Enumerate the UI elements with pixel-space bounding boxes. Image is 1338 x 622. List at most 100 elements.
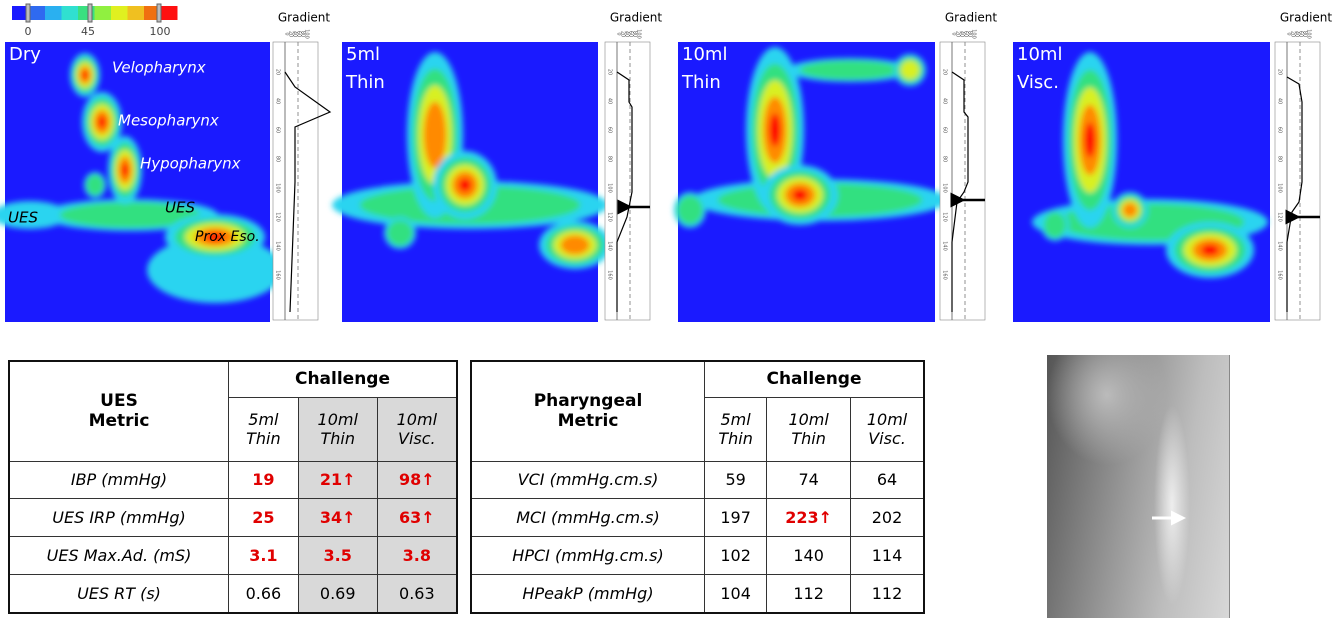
gradient-left-tick: 20 (275, 69, 281, 75)
cell: 197 (705, 499, 767, 537)
pressure-region (800, 60, 901, 79)
column-header-line: 5ml (248, 410, 278, 429)
gradient-left-tick: 40 (607, 98, 613, 104)
gradient-top-tick: 100 (1306, 29, 1312, 39)
row-label: UES Max.Ad. (mS) (9, 537, 229, 575)
column-header-line: Thin (320, 429, 355, 448)
panel-label: 10ml (1017, 44, 1062, 65)
gradient-left-tick: 160 (1277, 270, 1283, 280)
gradient-left-tick: 140 (1277, 241, 1283, 251)
pressure-region (424, 102, 446, 168)
row-label: MCI (mmHg.cm.s) (471, 499, 705, 537)
cell: 3.1 (229, 537, 299, 575)
column-header-line: 5ml (721, 410, 751, 429)
gradient-top-tick: 100 (971, 29, 977, 39)
gradient-left-tick: 120 (1277, 212, 1283, 222)
pressure-region (86, 175, 104, 196)
cell: 64 (851, 461, 924, 499)
column-header: 10mlVisc. (377, 397, 457, 461)
pressure-region (1201, 244, 1219, 255)
heatmap: DryVelopharynxMesopharynxHypopharynxUESU… (0, 42, 283, 322)
region-label: Prox Eso. (195, 229, 260, 245)
gradient-left-tick: 120 (275, 212, 281, 222)
cell: 112 (851, 574, 924, 613)
pressure-region (769, 113, 781, 146)
colorbar-tick: 0 (25, 25, 32, 38)
colorbar-cell (45, 6, 62, 20)
colorbar-handle (88, 4, 92, 22)
gradient-title: Gradient (278, 11, 331, 25)
pressure-region (122, 163, 129, 177)
column-header-line: 10ml (788, 410, 828, 429)
column-header-line: 10ml (318, 410, 358, 429)
colorbar-cell (29, 6, 46, 20)
metric-header-line: Pharyngeal (534, 391, 643, 411)
data-row: IBP (mmHg)1921↑98↑ (9, 461, 457, 499)
group-header: Challenge (229, 361, 458, 397)
column-header: 10mlThin (767, 397, 851, 461)
row-label: HPCI (mmHg.cm.s) (471, 537, 705, 575)
gradient-left-tick: 80 (942, 156, 948, 162)
gradient-left-tick: 160 (607, 270, 613, 280)
cell: 21↑ (298, 461, 377, 499)
pressure-region (1085, 122, 1096, 157)
column-header-line: 10ml (867, 410, 907, 429)
gradient-top-tick: 100 (304, 29, 310, 39)
colorbar-handle (157, 4, 161, 22)
column-header: 10mlVisc. (851, 397, 924, 461)
gradient-title: Gradient (1280, 11, 1333, 25)
gradient-title: Gradient (610, 11, 663, 25)
gradient-left-tick: 100 (1277, 183, 1283, 193)
gradient-left-tick: 60 (942, 127, 948, 133)
cell: 63↑ (377, 499, 457, 537)
metric-header: PharyngealMetric (471, 361, 705, 461)
column-header-line: Thin (718, 429, 753, 448)
cell: 0.69 (298, 574, 377, 613)
xray-overlay (1047, 355, 1229, 618)
row-label: HPeakP (mmHg) (471, 574, 705, 613)
colorbar-cell (161, 6, 178, 20)
cell: 3.5 (298, 537, 377, 575)
gradient-left-tick: 60 (607, 127, 613, 133)
region-label: UES (8, 209, 38, 227)
colorbar-cell (62, 6, 79, 20)
colorbar-cell (128, 6, 145, 20)
gradient-left-tick: 80 (275, 156, 281, 162)
pressure-region (792, 189, 807, 201)
gradient-left-tick: 80 (607, 156, 613, 162)
cell: 98↑ (377, 461, 457, 499)
gradient-left-tick: 40 (275, 98, 281, 104)
gradient-left-tick: 20 (607, 69, 613, 75)
colorbar-cell (111, 6, 128, 20)
gradient-left-tick: 60 (1277, 127, 1283, 133)
gradient-top-tick: 100 (636, 29, 642, 39)
data-row: MCI (mmHg.cm.s)197223↑202 (471, 499, 924, 537)
metric-header-line: Metric (558, 411, 619, 431)
panel-label: 10ml (682, 44, 727, 65)
metric-header-line: UES (100, 391, 138, 411)
group-header: Challenge (705, 361, 925, 397)
pressure-region (677, 196, 703, 225)
cell: 104 (705, 574, 767, 613)
region-label: Mesopharynx (118, 112, 219, 130)
region-label: UES (165, 199, 195, 217)
colorbar-cell (95, 6, 112, 20)
gradient-left-tick: 80 (1277, 156, 1283, 162)
cell: 223↑ (767, 499, 851, 537)
cell: 19 (229, 461, 299, 499)
metric-table: PharyngealMetricChallenge5mlThin10mlThin… (470, 360, 925, 614)
xray-image (1047, 355, 1230, 618)
metric-header-line: Metric (89, 411, 150, 431)
cell: 34↑ (298, 499, 377, 537)
gradient-plot: Gradient02040608010020406080100120140160 (605, 11, 662, 321)
